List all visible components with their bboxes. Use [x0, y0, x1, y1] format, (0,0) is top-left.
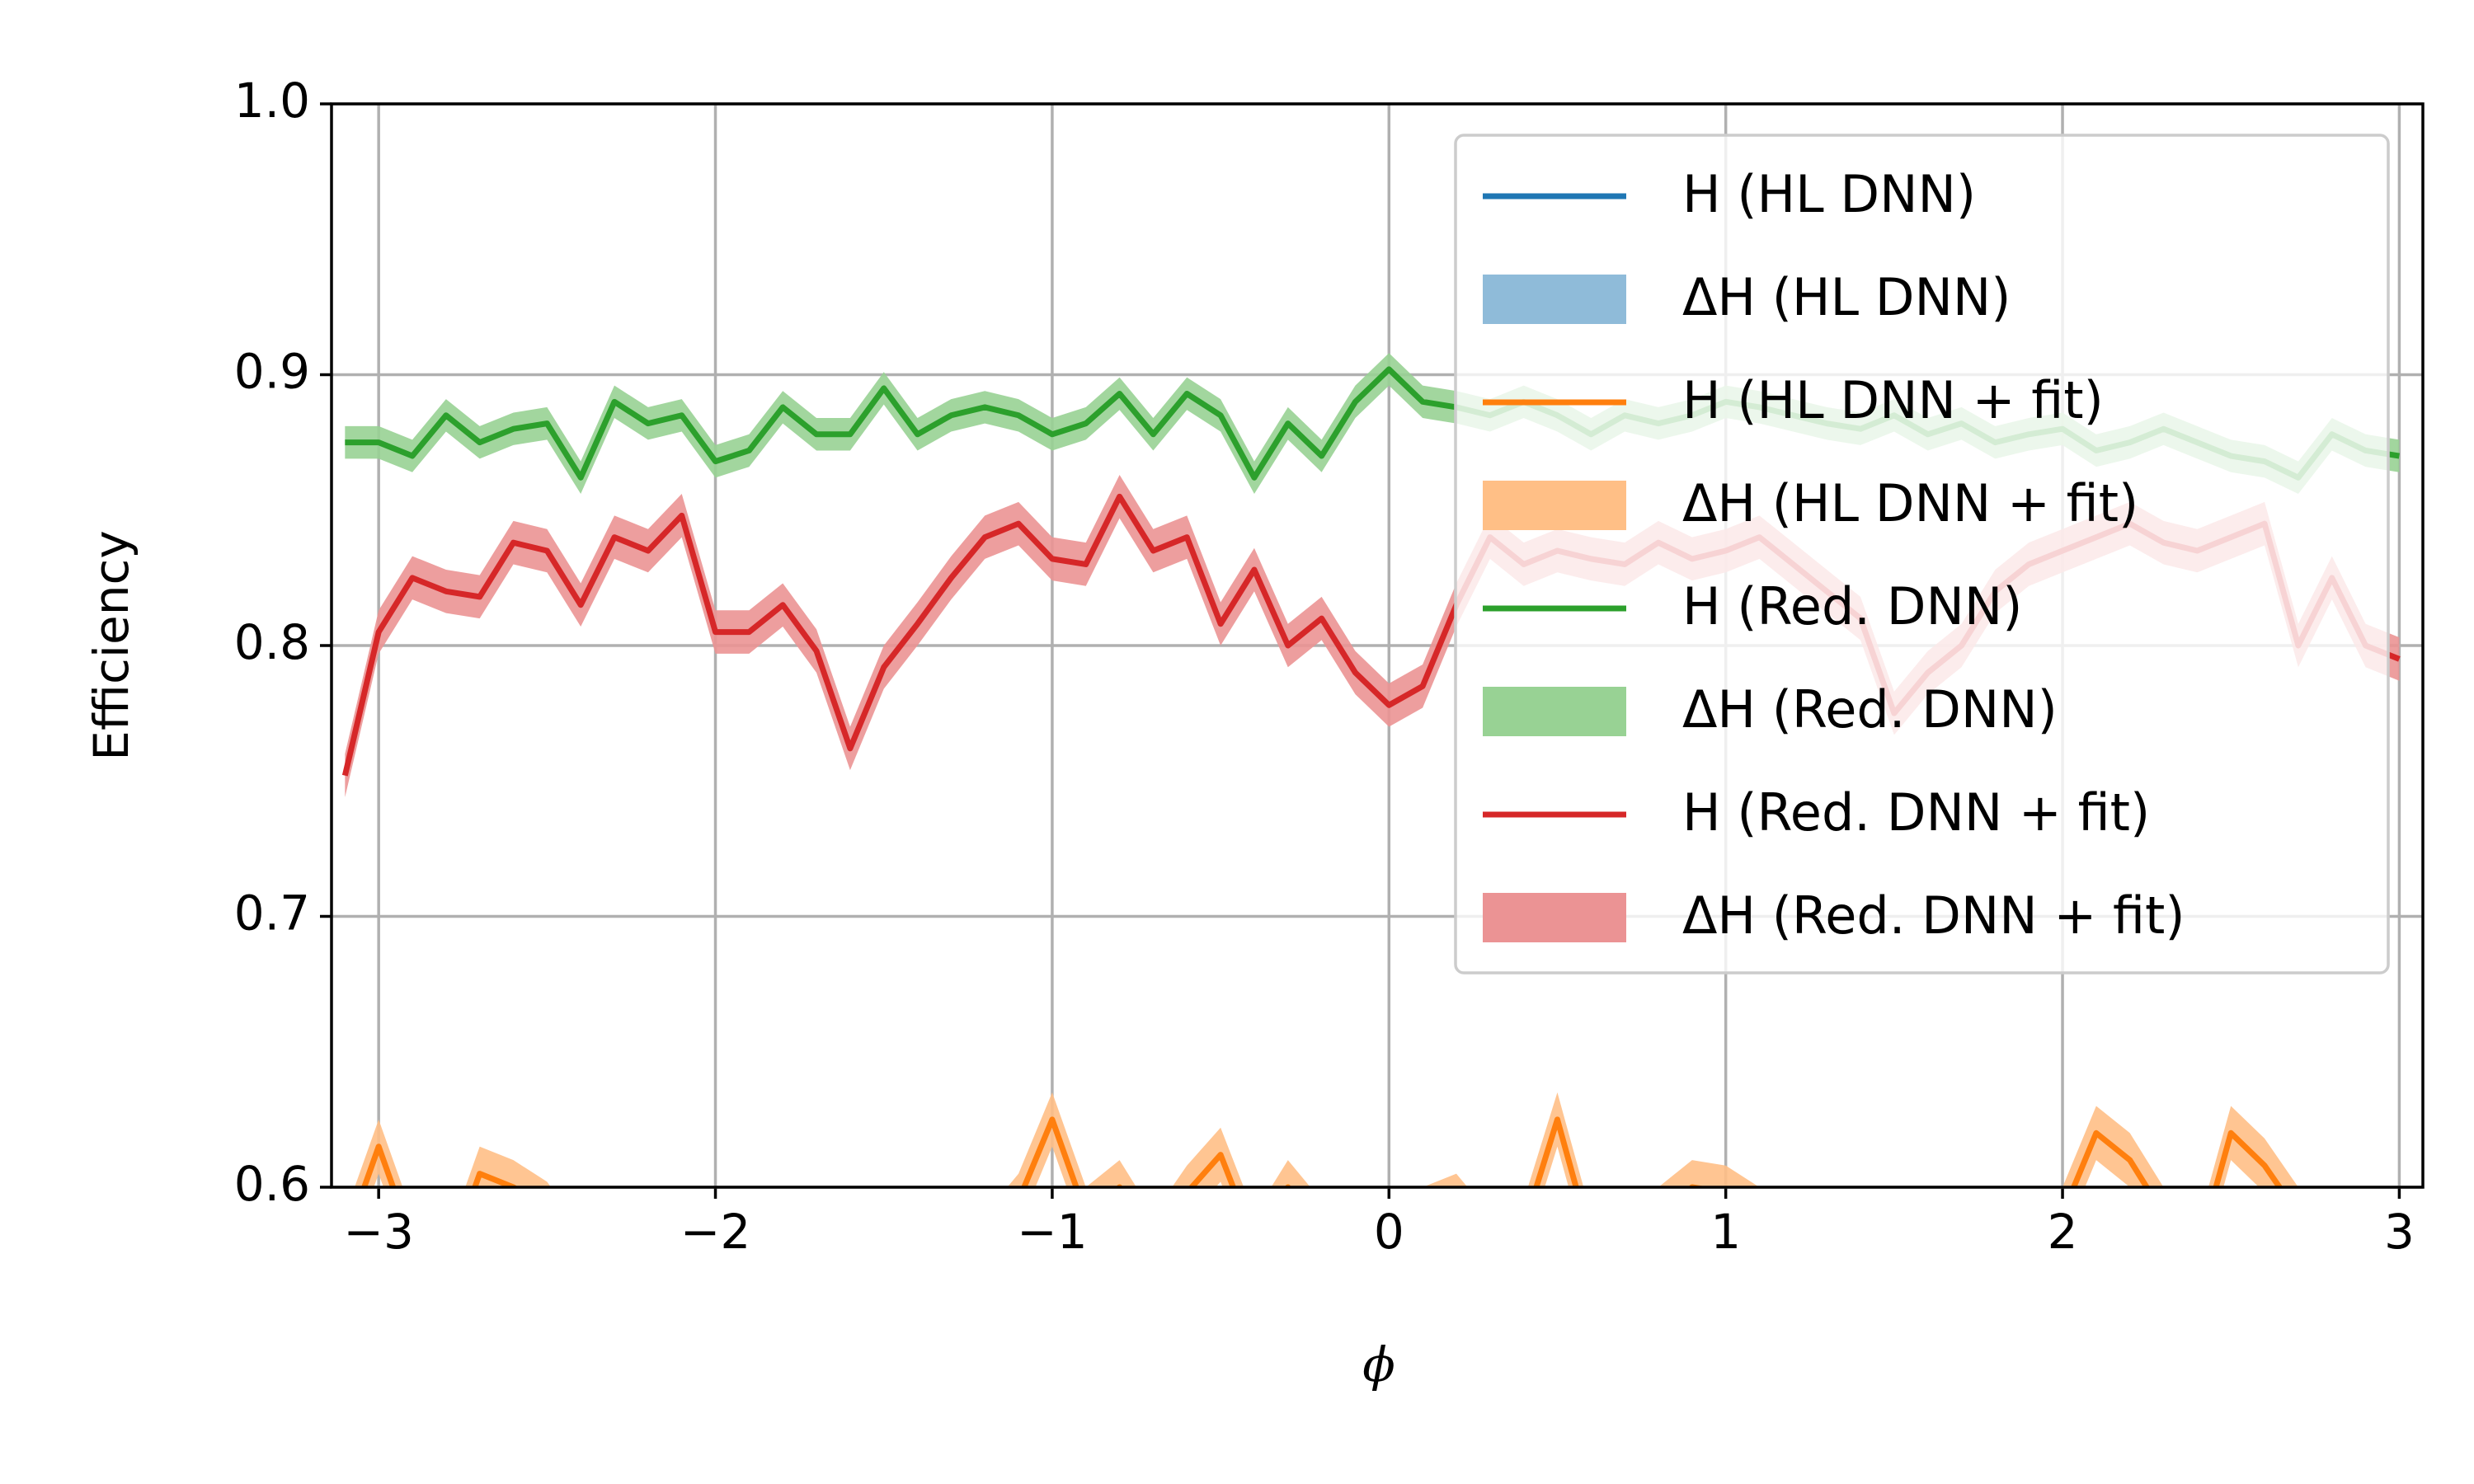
legend-patch — [1483, 893, 1626, 942]
error-band — [345, 475, 2400, 797]
y-tick-label: 0.6 — [234, 1156, 310, 1212]
x-tick-label: −3 — [343, 1204, 414, 1260]
x-tick-label: 3 — [2384, 1204, 2415, 1260]
error-band — [355, 1092, 2298, 1187]
x-tick-label: −2 — [680, 1204, 751, 1260]
legend-label: ΔH (HL DNN) — [1682, 267, 2011, 327]
y-tick-label: 0.9 — [234, 344, 310, 400]
x-tick-label: 2 — [2048, 1204, 2078, 1260]
legend-box — [1454, 134, 2390, 974]
x-tick-label: 0 — [1374, 1204, 1404, 1260]
legend-patch — [1483, 275, 1626, 324]
legend-patch — [1483, 481, 1626, 530]
legend-label: H (Red. DNN + fit) — [1682, 782, 2150, 843]
y-tick-label: 1.0 — [234, 73, 310, 129]
x-tick-label: −1 — [1017, 1204, 1088, 1260]
legend-label: ΔH (Red. DNN) — [1682, 679, 2058, 740]
legend-patch — [1483, 687, 1626, 736]
y-tick-label: 0.7 — [234, 885, 310, 942]
legend-label: H (Red. DNN) — [1682, 576, 2022, 636]
x-axis-label: ϕ — [1362, 1336, 1395, 1392]
plot-frame — [330, 102, 2425, 1189]
y-tick-label: 0.8 — [234, 614, 310, 670]
legend-label: ΔH (HL DNN + fit) — [1682, 473, 2138, 533]
legend-label: ΔH (Red. DNN + fit) — [1682, 885, 2185, 946]
y-axis-label: Efficiency — [83, 530, 139, 760]
legend-label: H (HL DNN) — [1682, 164, 1976, 224]
legend-label: H (HL DNN + fit) — [1682, 370, 2104, 430]
x-tick-label: 1 — [1710, 1204, 1741, 1260]
legend: H (HL DNN) ΔH (HL DNN) H (HL DNN + fit) ΔH … — [1454, 134, 2390, 974]
series-line — [360, 1116, 2284, 1187]
